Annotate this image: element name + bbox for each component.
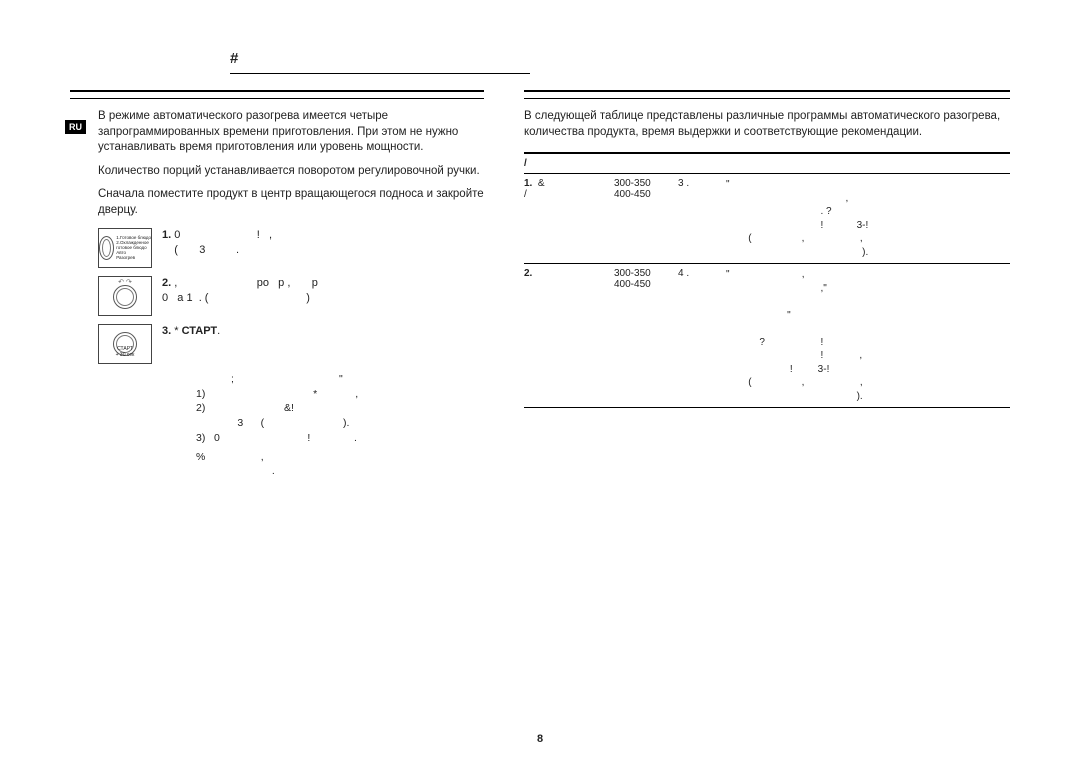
- row2-wait: 4 .: [678, 268, 726, 403]
- step-2: ↶ ↷ 2. , ро р , р 0 а 1 . ( ): [98, 276, 484, 316]
- rule-top-r: [524, 90, 1010, 92]
- step-3-tail: % , .: [196, 450, 484, 479]
- step-2-image: ↶ ↷: [98, 276, 152, 316]
- page-number: 8: [537, 733, 543, 745]
- table-header: /: [524, 154, 1010, 174]
- row2-qty: 300-350 400-450: [614, 268, 678, 403]
- right-column: В следующей таблице представлены различн…: [524, 90, 1010, 479]
- row2-name: 2.: [524, 268, 614, 403]
- step-3-item-2-t: &! 3 ( ).: [214, 401, 349, 430]
- step-3-item-3: 3) 0 ! .: [196, 431, 484, 446]
- step-1-body: 0 ! , ( 3 .: [162, 229, 272, 256]
- row2-num: 2.: [524, 268, 532, 279]
- step-3-item-1-n: 1): [196, 387, 208, 402]
- left-para-3: Сначала поместите продукт в центр вращаю…: [98, 187, 484, 218]
- step-2-text: 2. , ро р , р 0 а 1 . ( ): [162, 276, 318, 316]
- right-intro: В следующей таблице представлены различн…: [524, 109, 1010, 140]
- step-2-body: , ро р , р 0 а 1 . ( ): [162, 277, 318, 304]
- rule-thin-r: [524, 98, 1010, 99]
- step-1-image: 1.Готовое блюдо 2.Охлажденное готовое бл…: [98, 228, 152, 268]
- th-4: [726, 158, 1010, 169]
- step-3-image: СТАРТ + 30 сек: [98, 324, 152, 364]
- table-row-1: 1. & / 300-350 400-450 3 . " , . ? !: [524, 174, 1010, 264]
- step-3-item-1: 1) * ,: [196, 387, 484, 402]
- step-3-item-2-n: 2): [196, 401, 208, 430]
- step-1-image-labels: 1.Готовое блюдо 2.Охлажденное готовое бл…: [116, 236, 151, 261]
- left-column: RU В режиме автоматического разогрева им…: [70, 90, 484, 479]
- step-3: СТАРТ + 30 сек 3. * СТАРТ.: [98, 324, 484, 364]
- step-3-bold: СТАРТ: [182, 325, 218, 337]
- left-para-1: В режиме автоматического разогрева имеет…: [98, 109, 484, 156]
- step-1-num: 1.: [162, 229, 171, 241]
- th-2: [614, 158, 678, 169]
- row2-rec: " , ," ": [726, 268, 1010, 403]
- step-3-image-caption: СТАРТ + 30 сек: [99, 347, 151, 358]
- step-3-item-1-t: * ,: [214, 387, 358, 402]
- page-title: #: [230, 50, 530, 74]
- step-3-after: .: [217, 325, 220, 337]
- steps-wrap: 1.Готовое блюдо 2.Охлажденное готовое бл…: [98, 228, 484, 479]
- rule-top: [70, 90, 484, 92]
- ru-badge: RU: [65, 120, 86, 134]
- step-3-line-b: ; ": [196, 372, 484, 387]
- step-3-num: 3.: [162, 325, 171, 337]
- step-3-a: *: [174, 325, 181, 337]
- step-2-num: 2.: [162, 277, 171, 289]
- step-3-item-3-n: 3): [196, 431, 208, 446]
- row1-rec: " , . ? ! 3-! ( , ,: [726, 178, 1010, 259]
- row1-num: 1.: [524, 178, 532, 189]
- row1-name: 1. & /: [524, 178, 614, 259]
- th-3: [678, 158, 726, 169]
- step-3-text: 3. * СТАРТ.: [162, 324, 220, 364]
- step-3-item-3-t: 0 ! .: [214, 431, 357, 446]
- main-columns: RU В режиме автоматического разогрева им…: [70, 90, 1010, 479]
- row1-qty: 300-350 400-450: [614, 178, 678, 259]
- step-1: 1.Готовое блюдо 2.Охлажденное готовое бл…: [98, 228, 484, 268]
- step-3-item-2: 2) &! 3 ( ).: [196, 401, 484, 430]
- step-3-sub: ; " 1) * , 2) &! 3: [196, 372, 484, 479]
- step-1-text: 1. 0 ! , ( 3 .: [162, 228, 272, 268]
- row1-wait: 3 .: [678, 178, 726, 259]
- rule-thin: [70, 98, 484, 99]
- program-table: / 1. & / 300-350 400-450 3 . " ,: [524, 152, 1010, 408]
- table-row-2: 2. 300-350 400-450 4 . " , ,": [524, 264, 1010, 408]
- th-1: /: [524, 158, 614, 169]
- left-para-2: Количество порций устанавливается поворо…: [98, 164, 484, 180]
